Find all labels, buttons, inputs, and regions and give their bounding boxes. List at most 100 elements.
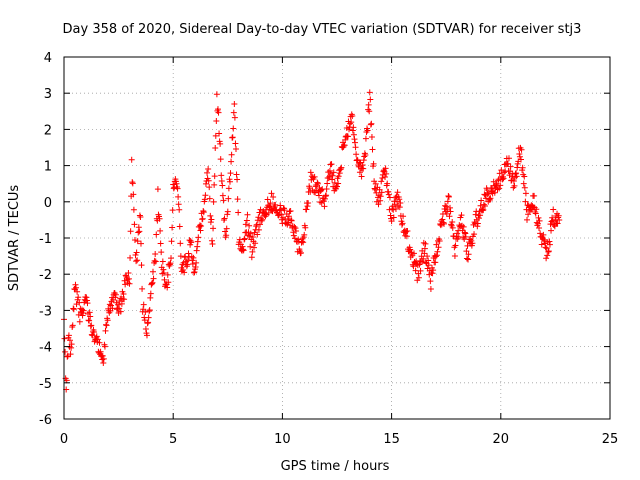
data-point-marker xyxy=(157,227,164,234)
data-point-marker xyxy=(255,214,262,221)
data-point-marker xyxy=(116,305,123,312)
data-point-marker xyxy=(202,192,209,199)
x-tick-label: 20 xyxy=(493,432,510,447)
x-axis-label: GPS time / hours xyxy=(281,459,390,474)
data-point-marker xyxy=(103,321,110,328)
data-point-marker xyxy=(370,160,377,167)
data-point-marker xyxy=(264,196,271,203)
data-point-marker xyxy=(243,217,250,224)
data-point-marker xyxy=(211,173,218,180)
data-point-marker xyxy=(335,173,342,180)
data-point-marker xyxy=(404,227,411,234)
data-point-marker xyxy=(211,181,218,188)
data-point-marker xyxy=(149,279,156,286)
data-point-marker xyxy=(97,348,104,355)
data-point-marker xyxy=(377,193,384,200)
data-point-marker xyxy=(493,180,500,187)
data-point-marker xyxy=(547,221,554,228)
data-point-marker xyxy=(230,125,237,132)
data-point-marker xyxy=(335,180,342,187)
data-point-marker xyxy=(422,240,429,247)
data-point-marker xyxy=(231,101,238,108)
data-point-marker xyxy=(80,307,87,314)
data-point-marker xyxy=(540,231,547,238)
data-point-marker xyxy=(398,221,405,228)
data-point-marker xyxy=(463,255,470,262)
data-point-marker xyxy=(160,266,167,273)
data-point-marker xyxy=(135,229,142,236)
data-point-marker xyxy=(452,242,459,249)
data-point-marker xyxy=(68,344,75,351)
data-point-marker xyxy=(288,217,295,224)
data-point-marker xyxy=(451,253,458,260)
data-point-marker xyxy=(442,202,449,209)
data-point-marker xyxy=(158,249,165,256)
data-point-marker xyxy=(361,153,368,160)
data-point-marker xyxy=(324,180,331,187)
data-point-marker xyxy=(544,252,551,259)
data-point-marker xyxy=(334,183,340,190)
data-point-marker xyxy=(444,198,451,205)
data-point-marker xyxy=(396,196,403,203)
data-point-marker xyxy=(439,216,446,223)
data-point-marker xyxy=(144,320,151,327)
data-point-marker xyxy=(514,164,521,171)
data-point-marker xyxy=(278,211,285,218)
data-point-marker xyxy=(505,155,512,162)
data-point-marker xyxy=(70,305,77,312)
data-point-marker xyxy=(100,355,107,362)
data-point-marker xyxy=(217,156,224,163)
data-point-marker xyxy=(321,195,328,202)
data-point-marker xyxy=(189,261,196,268)
data-point-marker xyxy=(139,285,146,292)
data-point-marker xyxy=(351,136,358,143)
data-point-marker xyxy=(246,233,253,240)
data-point-marker xyxy=(496,185,503,192)
data-point-marker xyxy=(212,144,219,151)
data-point-marker xyxy=(202,180,209,187)
data-point-marker xyxy=(165,279,172,286)
data-point-marker xyxy=(223,225,230,232)
data-point-marker xyxy=(397,200,404,207)
data-point-marker xyxy=(507,163,514,170)
data-point-marker xyxy=(68,341,75,348)
data-point-marker xyxy=(300,239,307,246)
data-point-marker xyxy=(471,231,478,238)
data-point-marker xyxy=(149,268,156,275)
data-point-marker xyxy=(326,167,333,174)
data-point-marker xyxy=(88,322,95,329)
data-point-marker xyxy=(253,223,260,230)
data-point-marker xyxy=(254,231,261,238)
data-point-marker xyxy=(225,195,232,202)
data-point-marker xyxy=(546,238,553,245)
data-point-marker xyxy=(356,169,363,176)
data-point-marker xyxy=(292,225,299,232)
data-point-marker xyxy=(208,216,215,223)
data-point-marker xyxy=(246,222,253,229)
data-point-marker xyxy=(196,222,203,229)
data-point-marker xyxy=(522,198,529,205)
data-point-marker xyxy=(205,165,212,172)
data-point-marker xyxy=(206,184,213,191)
data-point-marker xyxy=(242,221,249,228)
data-point-marker xyxy=(338,164,345,171)
data-point-marker xyxy=(224,208,231,215)
data-point-marker xyxy=(194,243,201,250)
data-point-marker xyxy=(535,214,542,221)
data-point-marker xyxy=(169,224,176,231)
data-point-marker xyxy=(136,212,143,219)
data-point-marker xyxy=(390,206,397,213)
data-point-marker xyxy=(480,201,487,208)
data-point-marker xyxy=(407,246,414,253)
data-point-marker xyxy=(187,238,194,245)
data-point-marker xyxy=(506,172,513,179)
data-point-marker xyxy=(267,200,274,207)
data-point-marker xyxy=(462,233,469,240)
data-point-marker xyxy=(303,206,310,213)
data-point-marker xyxy=(436,238,443,245)
data-point-marker xyxy=(117,308,124,315)
data-point-marker xyxy=(142,308,149,315)
data-point-marker xyxy=(378,189,385,196)
data-point-marker xyxy=(288,217,295,224)
data-point-marker xyxy=(432,259,439,266)
